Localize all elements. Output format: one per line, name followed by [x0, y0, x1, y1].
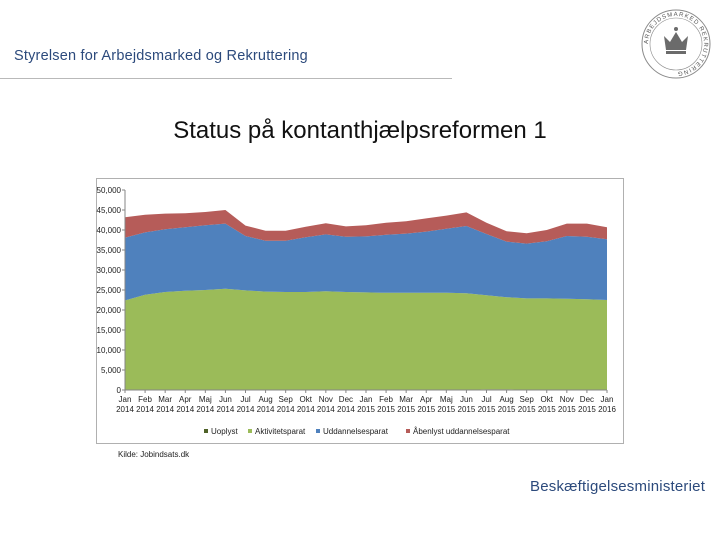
x-tick-month-label: Jul [481, 395, 491, 404]
legend-swatch [204, 429, 208, 433]
organization-name: Styrelsen for Arbejdsmarked og Rekrutter… [14, 48, 308, 64]
x-tick-year-label: 2015 [437, 405, 455, 414]
x-tick-year-label: 2014 [297, 405, 315, 414]
y-tick-label: 20,000 [97, 306, 122, 315]
x-tick-month-label: Dec [580, 395, 594, 404]
area-series-4 [125, 210, 607, 244]
x-tick-month-label: Okt [300, 395, 313, 404]
x-tick-month-label: Maj [199, 395, 212, 404]
legend-swatch [316, 429, 320, 433]
legend-label: Uddannelsesparat [323, 427, 389, 436]
x-tick-year-label: 2016 [598, 405, 616, 414]
y-tick-label: 40,000 [97, 226, 122, 235]
source-note: Kilde: Jobindsats.dk [118, 450, 190, 459]
x-tick-year-label: 2015 [578, 405, 596, 414]
x-tick-month-label: Jun [219, 395, 232, 404]
x-tick-month-label: Jan [601, 395, 614, 404]
x-tick-year-label: 2014 [156, 405, 174, 414]
x-tick-month-label: Nov [319, 395, 333, 404]
crown-seal-logo: ARBEJDSMARKED REKRUTTERING [641, 9, 711, 79]
x-tick-year-label: 2015 [518, 405, 536, 414]
y-tick-label: 35,000 [97, 246, 122, 255]
x-tick-year-label: 2015 [417, 405, 435, 414]
y-tick-label: 30,000 [97, 266, 122, 275]
y-tick-label: 25,000 [97, 286, 122, 295]
x-tick-year-label: 2014 [257, 405, 275, 414]
x-tick-year-label: 2015 [478, 405, 496, 414]
ministry-name: Beskæftigelsesministeriet [530, 478, 706, 495]
x-tick-year-label: 2014 [116, 405, 134, 414]
legend-label: Uoplyst [211, 427, 238, 436]
x-tick-year-label: 2014 [277, 405, 295, 414]
x-tick-month-label: Aug [258, 395, 272, 404]
x-tick-month-label: Apr [420, 395, 433, 404]
x-tick-month-label: Sep [279, 395, 294, 404]
x-tick-month-label: Dec [339, 395, 353, 404]
x-tick-month-label: Jan [360, 395, 373, 404]
y-tick-label: 5,000 [101, 366, 122, 375]
x-tick-month-label: Aug [499, 395, 513, 404]
x-tick-year-label: 2015 [538, 405, 556, 414]
y-tick-label: 45,000 [97, 206, 122, 215]
x-tick-year-label: 2014 [217, 405, 235, 414]
x-tick-year-label: 2015 [458, 405, 476, 414]
y-tick-label: 10,000 [97, 346, 122, 355]
x-tick-year-label: 2015 [558, 405, 576, 414]
slide-title: Status på kontanthjælpsreformen 1 [173, 117, 547, 144]
y-tick-label: 50,000 [97, 186, 122, 195]
x-tick-month-label: Sep [520, 395, 535, 404]
x-tick-year-label: 2014 [337, 405, 355, 414]
x-tick-month-label: Jul [240, 395, 250, 404]
x-tick-month-label: Okt [541, 395, 554, 404]
x-tick-month-label: Feb [138, 395, 152, 404]
x-tick-month-label: Mar [399, 395, 413, 404]
x-tick-year-label: 2014 [176, 405, 194, 414]
area-series-2 [125, 288, 607, 390]
x-tick-month-label: Nov [560, 395, 574, 404]
x-tick-month-label: Jun [460, 395, 473, 404]
x-tick-year-label: 2014 [237, 405, 255, 414]
legend-label: Aktivitetsparat [255, 427, 306, 436]
area-series-3 [125, 223, 607, 301]
x-tick-year-label: 2015 [377, 405, 395, 414]
header-divider [0, 78, 452, 79]
stacked-area-chart: 0 5,000 10,000 15,000 20,000 25,000 30,000 35,0… [96, 178, 624, 444]
legend-label: Åbenlyst uddannelsesparat [413, 427, 510, 436]
x-tick-year-label: 2014 [196, 405, 214, 414]
legend-swatch [248, 429, 252, 433]
y-tick-label: 0 [117, 386, 122, 395]
x-tick-year-label: 2014 [317, 405, 335, 414]
x-tick-year-label: 2015 [397, 405, 415, 414]
legend-swatch [406, 429, 410, 433]
x-tick-year-label: 2014 [136, 405, 154, 414]
x-tick-month-label: Maj [440, 395, 453, 404]
x-tick-year-label: 2015 [498, 405, 516, 414]
x-tick-month-label: Jan [119, 395, 132, 404]
x-tick-year-label: 2015 [357, 405, 375, 414]
x-tick-month-label: Mar [158, 395, 172, 404]
y-tick-label: 15,000 [97, 326, 122, 335]
x-tick-month-label: Feb [379, 395, 393, 404]
x-tick-month-label: Apr [179, 395, 192, 404]
